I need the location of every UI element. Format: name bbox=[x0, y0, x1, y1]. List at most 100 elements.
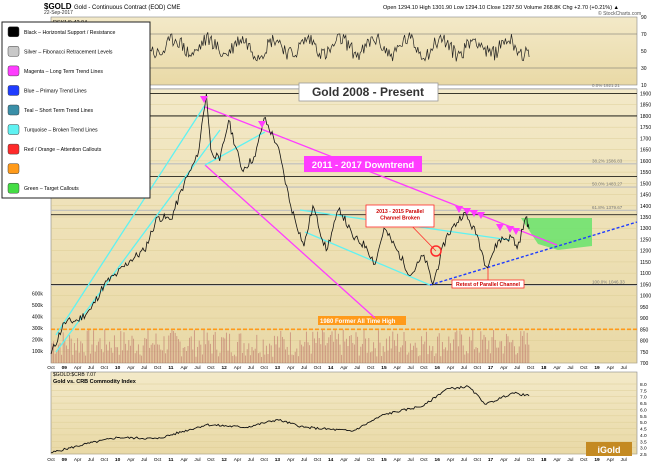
x-tick-label: Jul bbox=[514, 457, 520, 463]
legend-swatch bbox=[7, 85, 20, 96]
ratio-tick-label: 8.0 bbox=[640, 382, 647, 388]
turquoise-parallel-bottom bbox=[304, 231, 431, 286]
x-tick-label: Oct bbox=[314, 457, 322, 463]
ohlc-readout: Open 1294.10 High 1301.90 Low 1294.10 Cl… bbox=[383, 5, 619, 11]
x-tick-label: 15 bbox=[381, 457, 387, 463]
x-tick-label: Apr bbox=[500, 457, 508, 463]
x-tick-label: Jul bbox=[194, 457, 200, 463]
x-tick-label: 14 bbox=[328, 457, 334, 463]
x-tick-label: 12 bbox=[221, 457, 227, 463]
x-tick-label: Jul bbox=[567, 457, 573, 463]
price-tick-label: 1850 bbox=[640, 103, 651, 109]
retest-callout: Retest of Parallel Channel bbox=[456, 282, 521, 288]
legend-item-label: Silver – Fibonacci Retracement Levels bbox=[24, 49, 113, 55]
volume-tick-label: 500k bbox=[32, 303, 43, 309]
volume-tick-label: 600k bbox=[32, 292, 43, 298]
x-tick-label: 11 bbox=[168, 365, 173, 371]
rsi-tick-label: 70 bbox=[641, 32, 647, 38]
price-tick-label: 1500 bbox=[640, 181, 651, 187]
x-tick-label: 13 bbox=[275, 457, 281, 463]
ath-callout: 1980 Former All Time High bbox=[320, 319, 396, 325]
ratio-axis: 2.53.03.54.04.55.05.56.06.57.07.58.0 bbox=[640, 382, 647, 458]
ratio-tick-label: 3.5 bbox=[640, 439, 647, 445]
price-axis: 700 750 800 850 900 950 1000 1050 1100 1150 1200 12… bbox=[640, 91, 651, 367]
x-tick-label: Oct bbox=[207, 457, 215, 463]
x-tick-label: Jul bbox=[621, 365, 627, 371]
legend-item-label: Red / Orange – Attention Callouts bbox=[24, 147, 102, 153]
arrow-marker-8 bbox=[506, 226, 514, 233]
arrow-marker-1 bbox=[200, 96, 208, 103]
legend-item-label: Blue – Primary Trend Lines bbox=[24, 88, 87, 94]
instrument-name: Gold - Continuous Contract (EOD) CME bbox=[74, 5, 180, 11]
arrow-marker-4 bbox=[463, 208, 471, 215]
x-tick-label: 09 bbox=[62, 365, 68, 371]
x-tick-label: Jul bbox=[408, 365, 414, 371]
arrow-marker-7 bbox=[496, 224, 504, 231]
parallel-callout-line-2: Channel Broken bbox=[380, 216, 420, 222]
parallel-broken-box bbox=[365, 204, 435, 228]
igold-logo-text: iGold bbox=[598, 445, 621, 455]
x-tick-label: Oct bbox=[47, 457, 55, 463]
x-tick-label: 19 bbox=[594, 365, 600, 371]
rsi-tick-label: 90 bbox=[641, 15, 647, 21]
magenta-downtrend-line bbox=[204, 106, 558, 246]
price-tick-label: 1650 bbox=[640, 148, 651, 154]
x-tick-label: Apr bbox=[74, 457, 82, 463]
x-tick-label: Oct bbox=[527, 457, 535, 463]
legend-swatch bbox=[7, 163, 20, 174]
symbol-label: $GOLD bbox=[44, 2, 72, 11]
retest-box bbox=[451, 279, 525, 289]
x-tick-label: Apr bbox=[340, 457, 348, 463]
title-box bbox=[298, 82, 439, 102]
price-tick-label: 1750 bbox=[640, 125, 651, 131]
x-tick-label: Apr bbox=[180, 457, 188, 463]
x-tick-label: Apr bbox=[234, 457, 242, 463]
ratio-tick-label: 6.0 bbox=[640, 407, 647, 413]
ratio-tick-label: 4.0 bbox=[640, 433, 647, 439]
x-tick-label: Apr bbox=[607, 457, 615, 463]
legend-swatch bbox=[7, 46, 20, 57]
ratio-title: Gold vs. CRB Commodity Index bbox=[53, 379, 137, 385]
x-tick-label: Oct bbox=[207, 365, 215, 371]
x-tick-label: Apr bbox=[180, 365, 188, 371]
blue-primary-trend-line bbox=[429, 221, 638, 286]
x-tick-label: Apr bbox=[287, 365, 295, 371]
volume-tick-label: 400k bbox=[32, 315, 43, 321]
rsi-tick-label: 30 bbox=[641, 66, 647, 72]
ratio-subtitle: $GOLD:$CRB 7.07 bbox=[53, 372, 96, 378]
x-tick-label: Apr bbox=[234, 365, 242, 371]
x-tick-label: Jul bbox=[567, 365, 573, 371]
x-tick-label: Jul bbox=[461, 365, 467, 371]
ratio-tick-label: 7.5 bbox=[640, 388, 647, 394]
price-tick-label: 1700 bbox=[640, 136, 651, 142]
watermark: © StockCharts.com bbox=[598, 10, 641, 17]
x-tick-label: Oct bbox=[154, 365, 162, 371]
x-tick-label: 19 bbox=[594, 457, 600, 463]
price-tick-label: 1300 bbox=[640, 226, 651, 232]
x-tick-label: Jul bbox=[514, 365, 520, 371]
legend-swatch bbox=[7, 182, 20, 194]
x-tick-label: 09 bbox=[62, 457, 68, 463]
price-tick-label: 1600 bbox=[640, 159, 651, 165]
volume-tick-label: 200k bbox=[32, 338, 43, 344]
price-line bbox=[50, 93, 530, 355]
price-tick-label: 800 bbox=[640, 339, 649, 345]
x-tick-label: Apr bbox=[447, 457, 455, 463]
arrow-marker-3 bbox=[455, 206, 463, 213]
x-tick-label: 18 bbox=[541, 365, 547, 371]
ratio-panel bbox=[50, 371, 638, 455]
price-tick-label: 1050 bbox=[640, 282, 651, 288]
x-tick-label: 10 bbox=[115, 365, 121, 371]
price-tick-label: 1550 bbox=[640, 170, 651, 176]
x-tick-label: Apr bbox=[447, 365, 455, 371]
legend-item-label: Teal – Short Term Trend Lines bbox=[24, 108, 94, 114]
igold-logo bbox=[586, 442, 632, 456]
price-tick-label: 950 bbox=[640, 305, 649, 311]
date-label: 22-Sep-2017 bbox=[44, 10, 73, 16]
x-tick-label: Jul bbox=[301, 365, 307, 371]
x-tick-label: Oct bbox=[527, 365, 535, 371]
x-tick-label: Apr bbox=[500, 365, 508, 371]
x-tick-label: 14 bbox=[328, 365, 334, 371]
